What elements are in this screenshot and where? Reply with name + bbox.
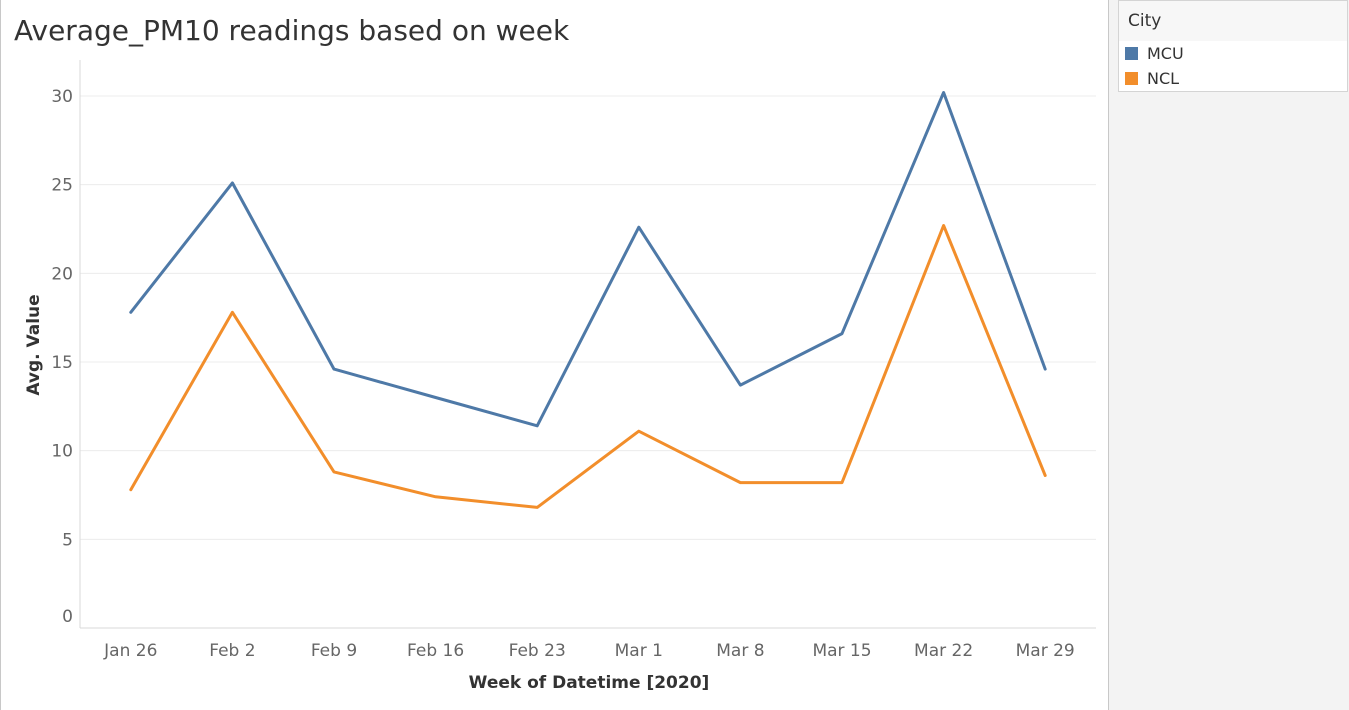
y-axis-title: Avg. Value bbox=[24, 294, 44, 395]
x-tick-label: Jan 26 bbox=[103, 641, 157, 661]
x-tick-label: Mar 22 bbox=[914, 641, 973, 661]
y-tick-label-20: 20 bbox=[51, 264, 73, 284]
legend-title: City bbox=[1119, 1, 1347, 41]
legend-label-ncl: NCL bbox=[1147, 69, 1180, 88]
x-tick-label: Feb 16 bbox=[407, 641, 464, 661]
series-line-mcu bbox=[129, 91, 1047, 428]
line-chart: 0 5 10 15 20 25 30 Jan 26 Feb 2 Feb 9 Feb 16 Feb 23… bbox=[24, 60, 1096, 693]
legend-swatch-ncl bbox=[1125, 72, 1138, 85]
x-tick-label: Feb 23 bbox=[509, 641, 566, 661]
y-tick-label-15: 15 bbox=[51, 353, 73, 373]
legend-swatch-mcu bbox=[1125, 47, 1138, 60]
x-tick-label: Mar 29 bbox=[1016, 641, 1075, 661]
x-tick-label: Mar 15 bbox=[812, 641, 871, 661]
y-tick-label-30: 30 bbox=[51, 87, 73, 107]
legend-label-mcu: MCU bbox=[1147, 44, 1184, 63]
x-tick-label: Mar 8 bbox=[716, 641, 764, 661]
y-tick-label-10: 10 bbox=[51, 442, 73, 462]
chart-title: Average_PM10 readings based on week bbox=[14, 14, 570, 47]
color-legend: City MCU NCL bbox=[1118, 0, 1348, 92]
series-line-ncl bbox=[129, 224, 1047, 509]
legend-item-ncl[interactable]: NCL bbox=[1119, 66, 1347, 91]
x-axis-title: Week of Datetime [2020] bbox=[469, 673, 710, 693]
y-tick-label-5: 5 bbox=[62, 530, 73, 550]
view-left-border bbox=[0, 0, 1, 710]
x-tick-label: Feb 2 bbox=[209, 641, 255, 661]
legend-panel: City MCU NCL bbox=[1108, 0, 1349, 710]
legend-item-mcu[interactable]: MCU bbox=[1119, 41, 1347, 66]
x-tick-label: Mar 1 bbox=[615, 641, 663, 661]
y-tick-label-25: 25 bbox=[51, 176, 73, 196]
y-tick-label-0: 0 bbox=[62, 607, 73, 627]
x-tick-label: Feb 9 bbox=[311, 641, 357, 661]
